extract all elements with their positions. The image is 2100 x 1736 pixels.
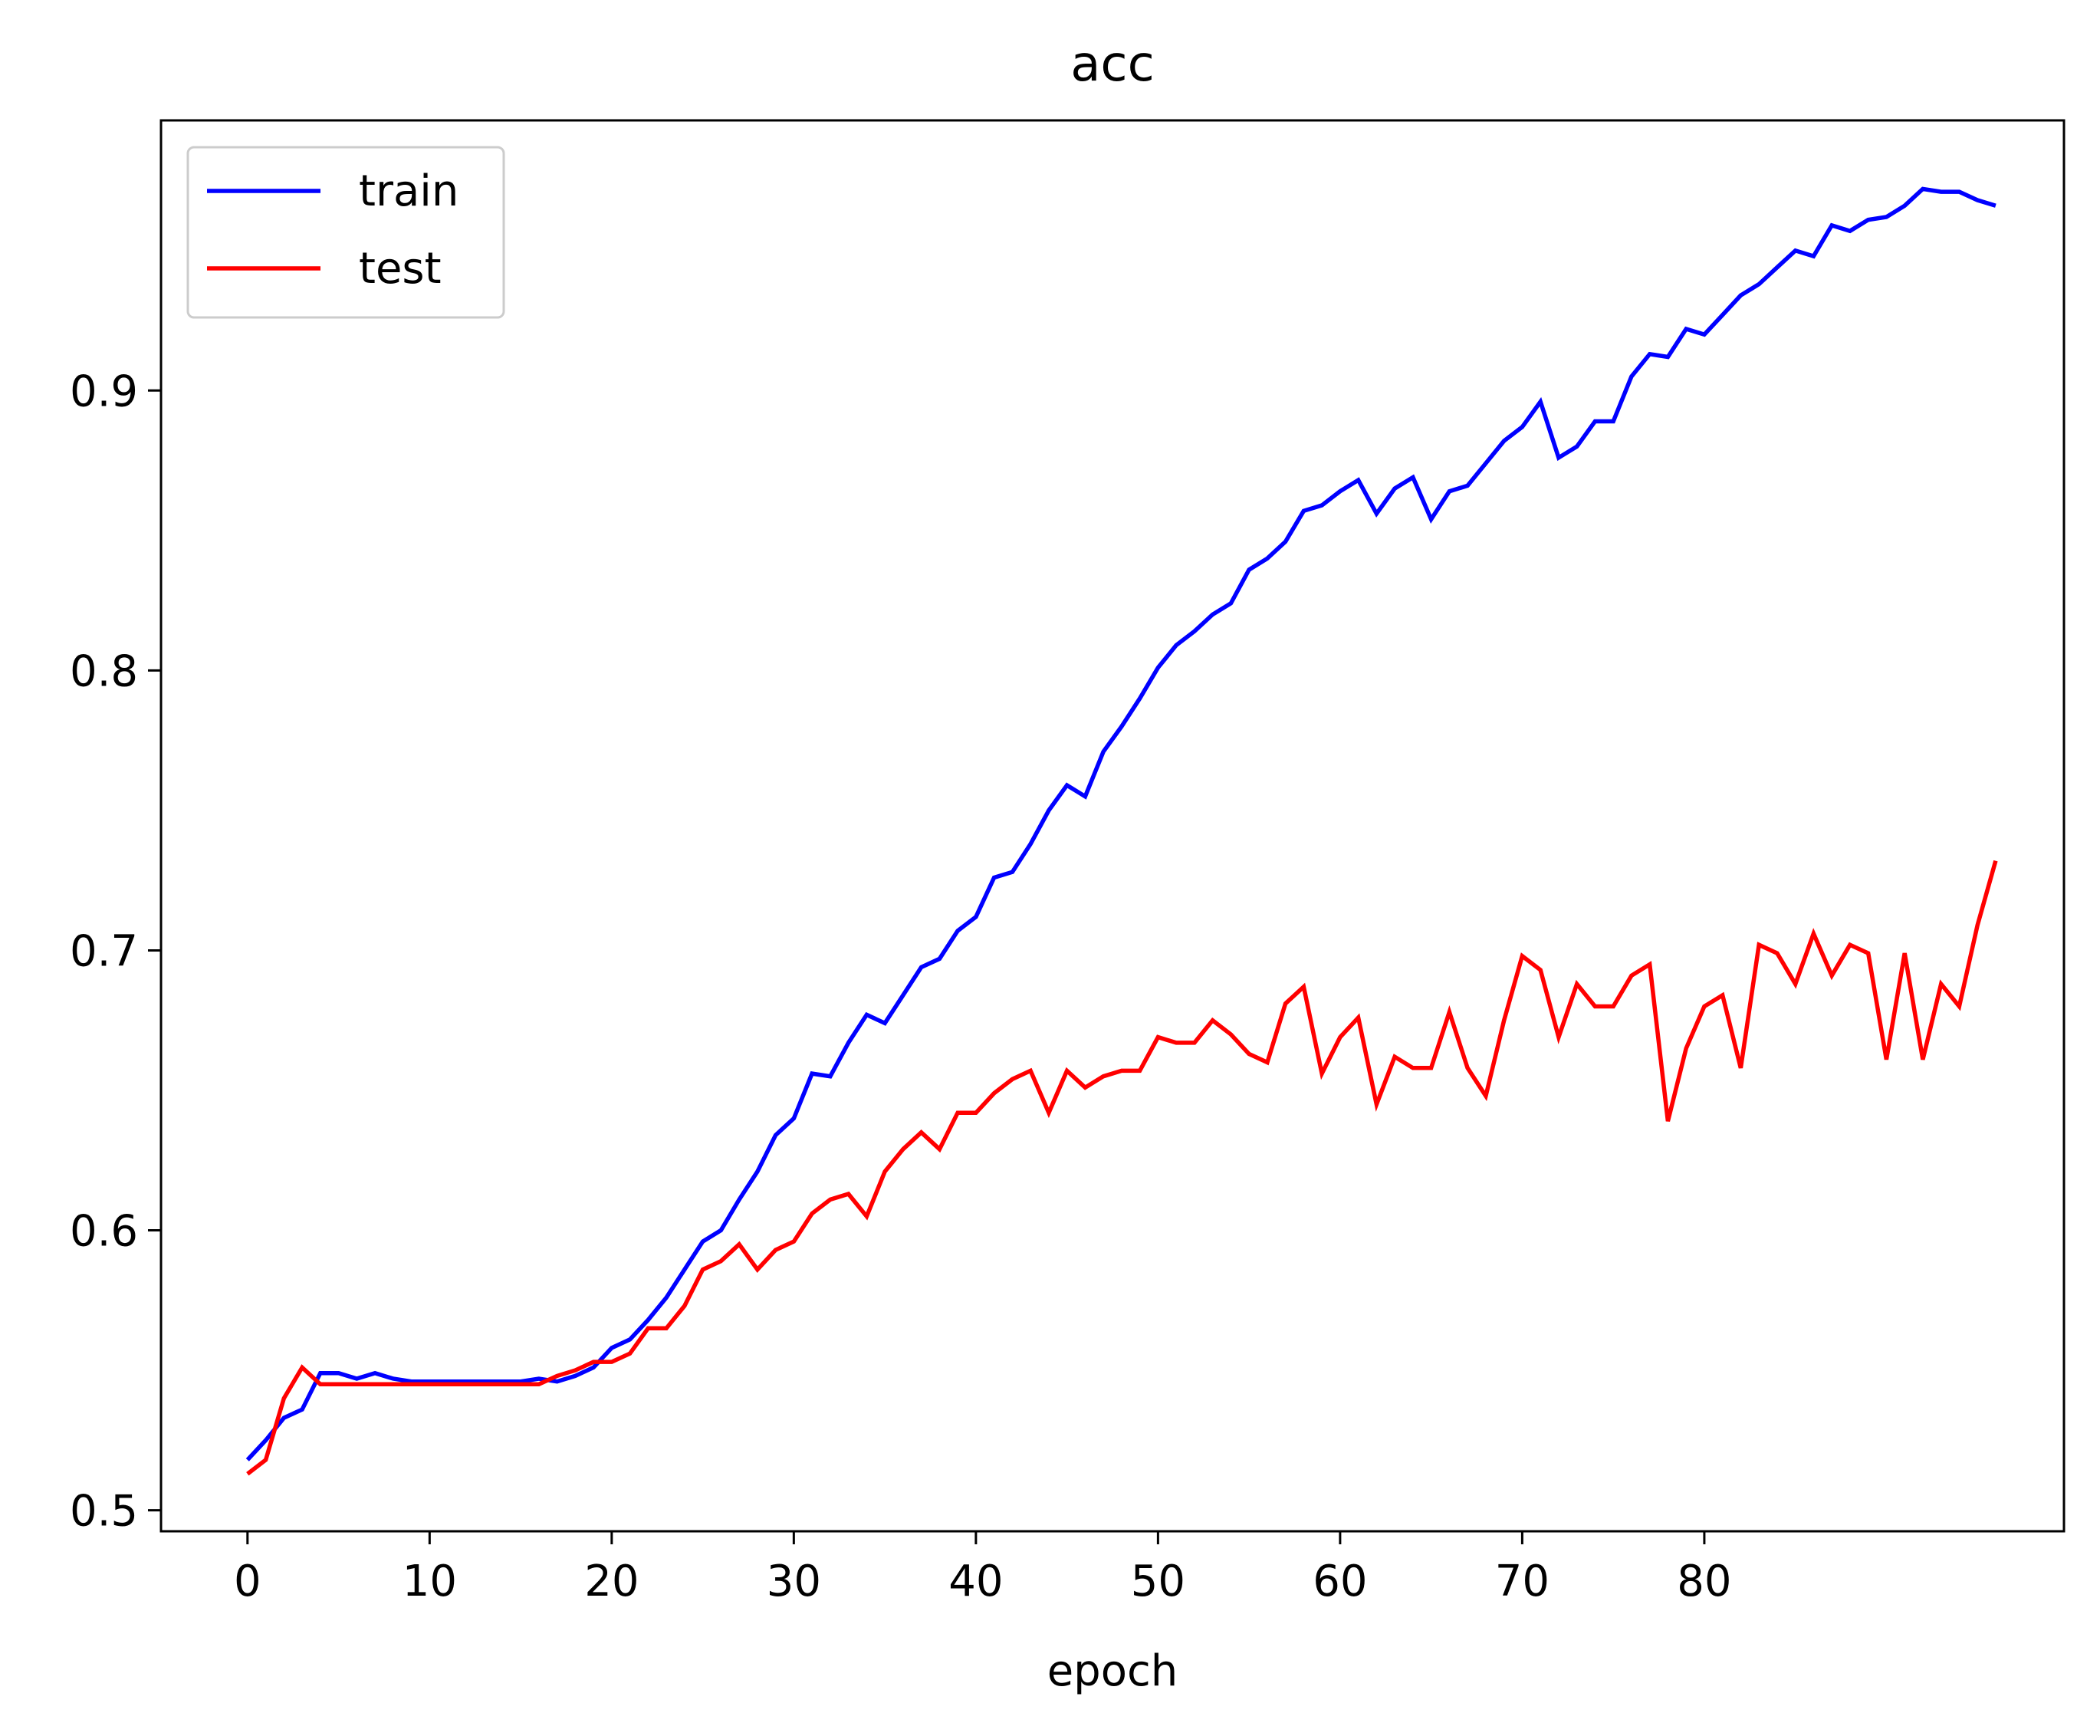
chart-title: acc [1070, 36, 1155, 93]
plot-frame [159, 119, 2065, 1533]
x-tick-label: 40 [948, 1557, 1003, 1606]
series-lines [245, 186, 1998, 1476]
y-tick-label: 0.7 [70, 926, 138, 976]
x-tick-label: 70 [1495, 1557, 1550, 1606]
y-tick-label: 0.8 [70, 646, 138, 696]
series-line-train [245, 186, 1996, 1461]
x-tick-label: 50 [1131, 1557, 1185, 1606]
x-tick-label: 20 [584, 1557, 639, 1606]
y-tick-label: 0.9 [70, 367, 138, 416]
y-axis-ticks: 0.5 0.6 0.7 0.8 0.9 [70, 367, 161, 1537]
x-tick-label: 0 [234, 1557, 261, 1606]
x-tick-label: 30 [767, 1557, 821, 1606]
x-tick-label: 60 [1313, 1557, 1367, 1606]
legend: train test [186, 146, 505, 319]
x-tick-label: 80 [1677, 1557, 1731, 1606]
y-tick-label: 0.6 [70, 1207, 138, 1257]
legend-label-train: train [359, 166, 458, 216]
legend-label-test: test [359, 244, 442, 294]
x-axis-ticks: 0 10 20 30 40 50 60 70 80 [234, 1531, 1732, 1606]
x-axis-label: epoch [1047, 1646, 1178, 1696]
y-tick-label: 0.5 [70, 1487, 138, 1537]
series-line-test [246, 860, 1998, 1476]
x-tick-label: 10 [403, 1557, 457, 1606]
